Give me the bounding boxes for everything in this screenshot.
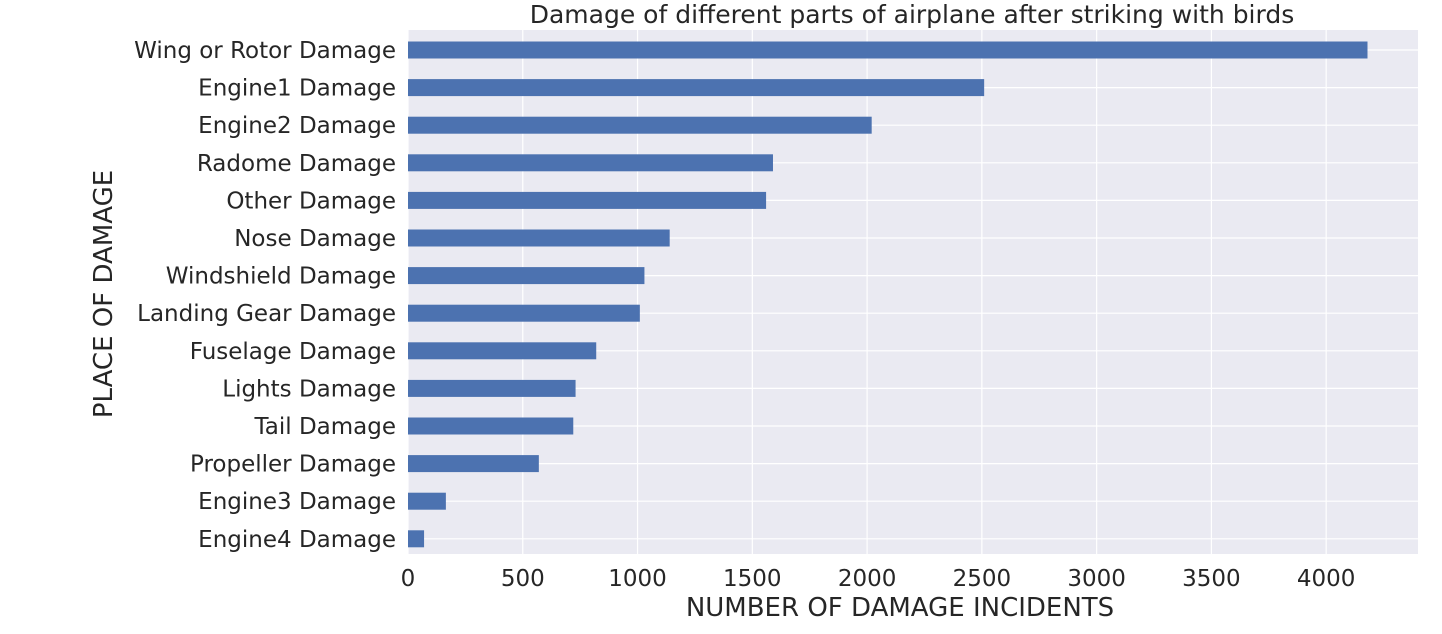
x-tick-label: 500 [501,566,545,592]
y-tick-labels: Wing or Rotor Damage Engine1 Damage Engine… [134,38,396,553]
bar [408,492,446,510]
x-tick-label: 2500 [953,566,1012,592]
bar [408,530,425,548]
y-tick-label: Fuselage Damage [190,339,396,365]
y-tick-label: Windshield Damage [166,264,396,290]
x-tick-labels: 0 500 1000 1500 2000 2500 3000 3500 4000 [401,566,1356,592]
x-axis-label: NUMBER OF DAMAGE INCIDENTS [686,593,1114,623]
x-tick-label: 1000 [608,566,667,592]
y-tick-label: Engine1 Damage [198,76,396,102]
x-tick-label: 4000 [1297,566,1356,592]
x-tick-label: 1500 [723,566,782,592]
x-tick-label: 0 [401,566,416,592]
y-tick-label: Radome Damage [197,151,396,177]
bar [408,267,645,285]
plot-area [408,30,1418,554]
y-tick-label: Other Damage [226,188,396,214]
chart-title: Damage of different parts of airplane af… [530,0,1295,29]
y-tick-label: Nose Damage [234,226,396,252]
bar [408,41,1368,59]
y-tick-label: Engine2 Damage [198,113,396,139]
bar [408,229,670,247]
bar [408,304,640,322]
bar [408,379,576,397]
bar [408,116,872,134]
y-tick-label: Landing Gear Damage [137,301,396,327]
bar [408,191,767,209]
x-tick-label: 2000 [838,566,897,592]
bar [408,342,597,360]
bars [408,41,1368,548]
bar [408,417,574,435]
y-axis-label: PLACE OF DAMAGE [89,170,119,418]
bar [408,79,985,97]
y-tick-label: Engine4 Damage [198,527,396,553]
y-tick-label: Propeller Damage [190,452,396,478]
x-tick-label: 3500 [1182,566,1241,592]
bar [408,455,539,473]
y-tick-label: Engine3 Damage [198,489,396,515]
y-tick-label: Tail Damage [254,414,396,440]
x-tick-label: 3000 [1067,566,1126,592]
y-tick-label: Lights Damage [222,376,396,402]
y-tick-label: Wing or Rotor Damage [134,38,396,64]
bar [408,154,773,172]
